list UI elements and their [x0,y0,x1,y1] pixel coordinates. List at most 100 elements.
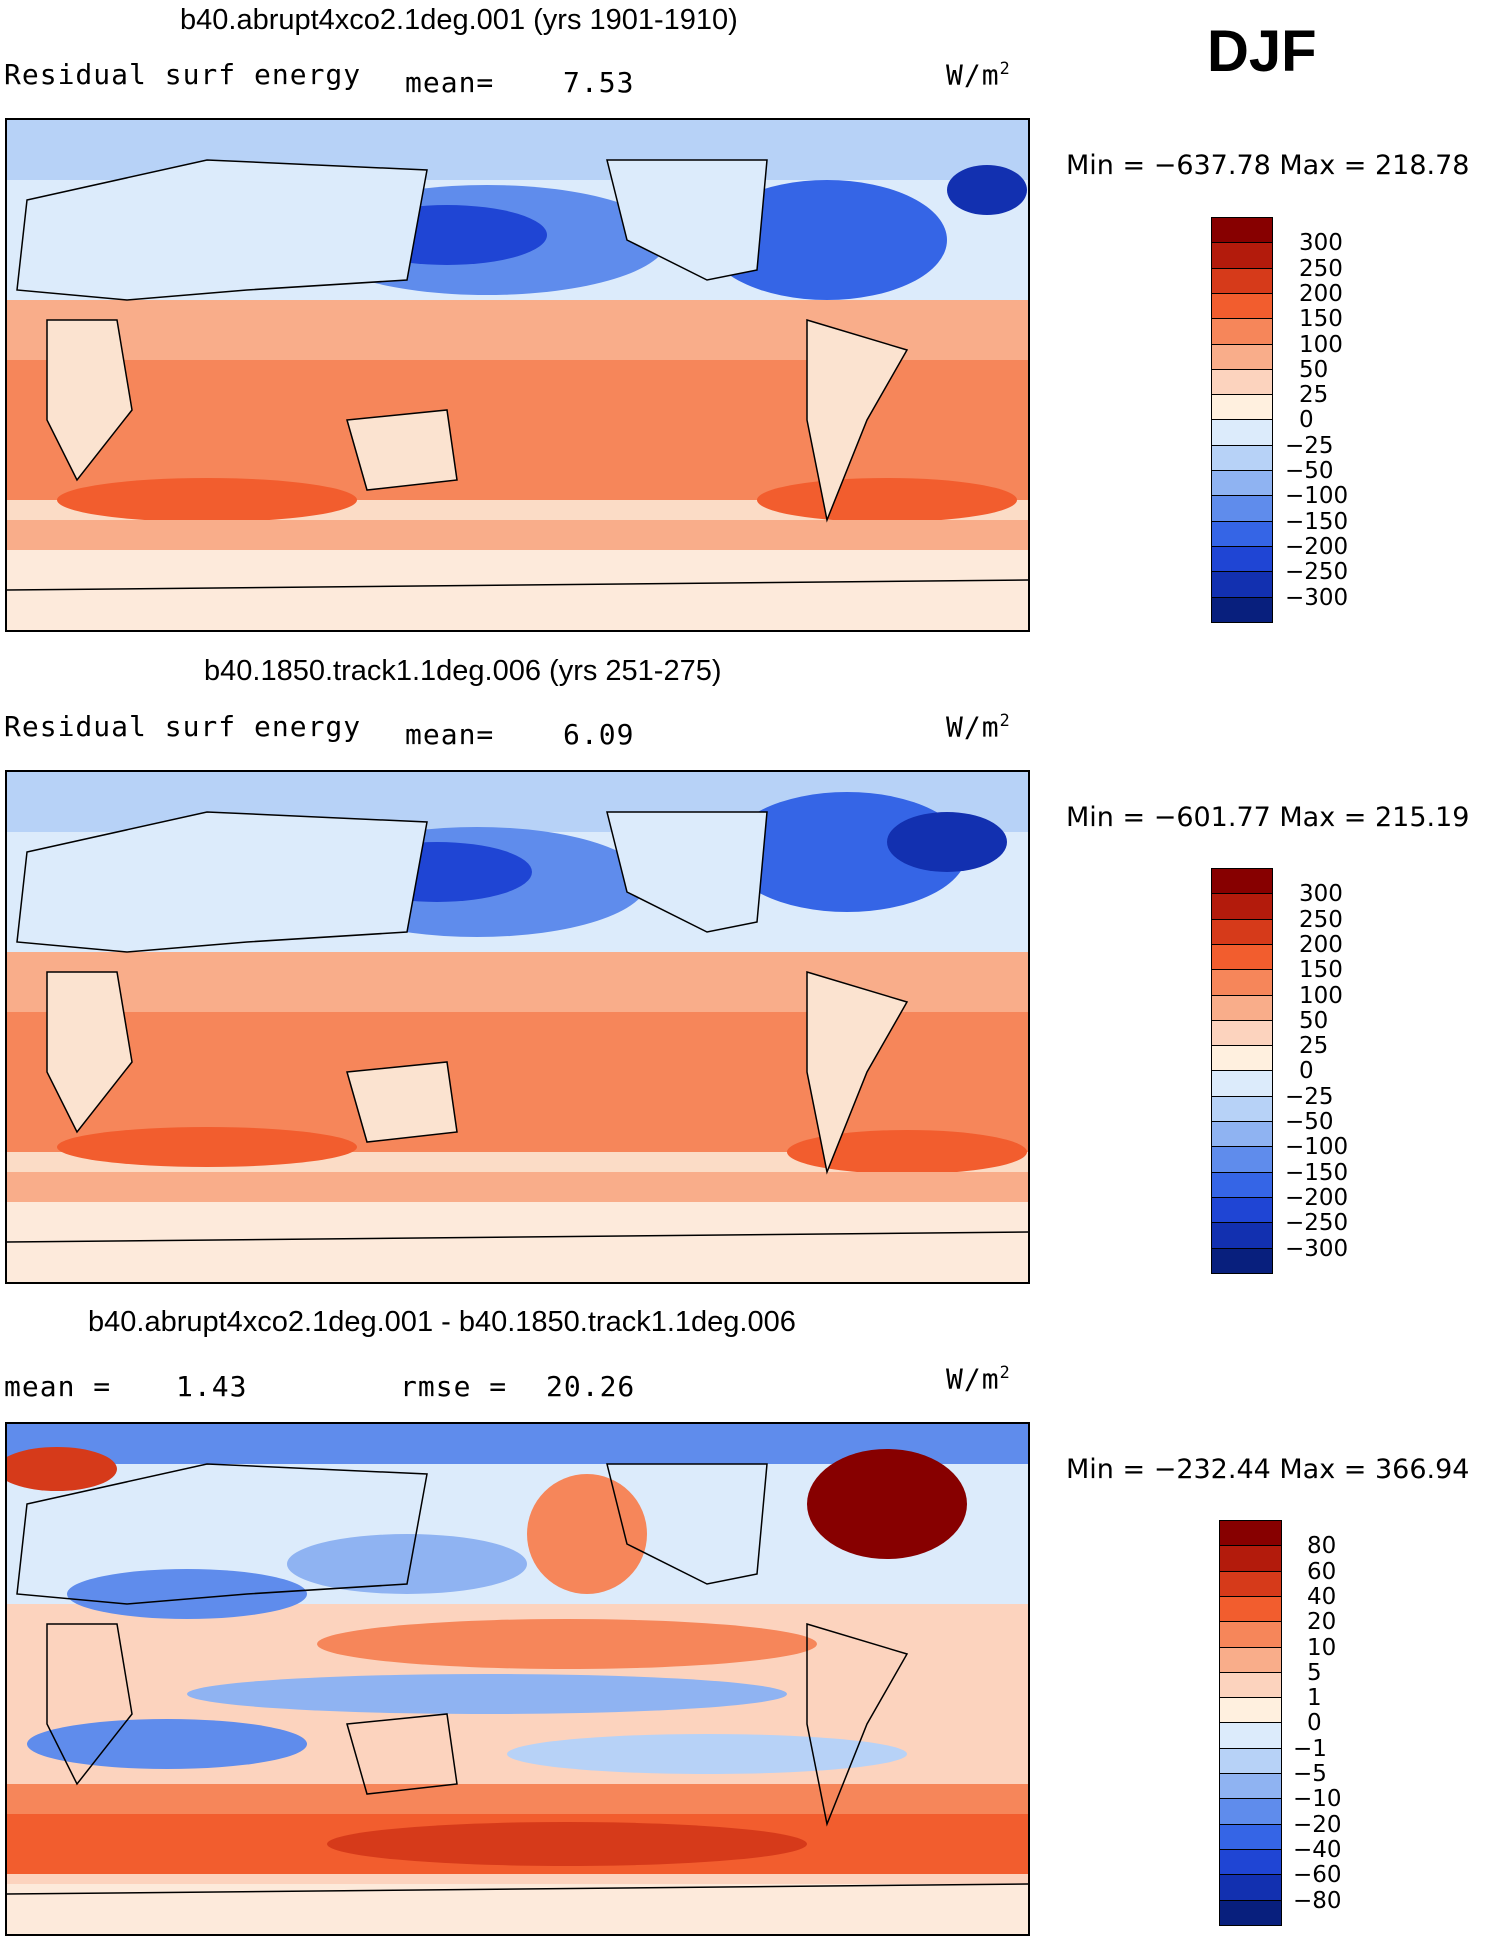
colorbar-tick-label: −1 [1293,1735,1327,1762]
colorbar-tick-label: 25 [1299,1033,1329,1060]
panel-2-mean-label: mean= [405,718,495,751]
panel-1-min-max: Min = −637.78 Max = 218.78 [1066,150,1470,181]
panel-3-title: b40.abrupt4xco2.1deg.001 - b40.1850.trac… [88,1306,796,1338]
colorbar-tick-label: −25 [1285,1083,1334,1110]
colorbar-swatch [1219,1798,1282,1826]
colorbar-swatch [1211,571,1273,598]
colorbar-swatch [1211,419,1273,447]
colorbar-swatch [1211,1121,1273,1148]
colorbar-tick-label: −80 [1293,1887,1342,1914]
season-label: DJF [1207,19,1317,84]
colorbar-swatch [1219,1697,1282,1724]
colorbar-swatch [1219,1899,1282,1927]
colorbar-swatch [1219,1773,1282,1800]
colorbar-tick-label: −150 [1285,1159,1349,1186]
colorbar-swatch [1211,242,1273,270]
panel-3-rmse-label: rmse = [400,1370,508,1403]
colorbar-tick-label: 250 [1299,255,1343,282]
colorbar-swatch [1219,1520,1282,1547]
panel-3-mean-label: mean = [4,1370,112,1403]
panel-1-mean-label: mean= [405,66,495,99]
colorbar-swatch [1211,943,1273,971]
colorbar-tick-label: −60 [1293,1862,1342,1889]
colorbar-swatch [1211,520,1273,548]
colorbar-tick-label: 100 [1299,982,1343,1009]
colorbar-tick-label: −100 [1285,483,1349,510]
panel-2-min-max: Min = −601.77 Max = 215.19 [1066,802,1470,833]
colorbar-swatch [1211,893,1273,921]
colorbar-tick-label: 0 [1299,1058,1314,1085]
colorbar-tick-label: 300 [1299,881,1343,908]
colorbar-swatch [1219,1747,1282,1775]
colorbar-tick-label: −200 [1285,1184,1349,1211]
colorbar-swatch [1211,1070,1273,1098]
colorbar-swatch [1211,1196,1273,1224]
colorbar-swatch [1219,1570,1282,1598]
colorbar-tick-label: −20 [1293,1811,1342,1838]
colorbar-swatch [1219,1595,1282,1623]
colorbar-tick-label: −250 [1285,1210,1349,1237]
colorbar-tick-label: 50 [1299,356,1329,383]
colorbar-swatch [1211,1045,1273,1072]
colorbar-tick-label: −5 [1293,1761,1327,1787]
colorbar-swatch [1211,1019,1273,1047]
panel-3-rmse-value: 20.26 [546,1370,636,1403]
colorbar-swatch [1211,596,1273,624]
colorbar-tick-label: 25 [1299,382,1329,409]
colorbar-tick-label: 80 [1307,1533,1337,1560]
panel-2-variable-label: Residual surf energy [4,710,362,743]
colorbar-tick-label: 150 [1299,306,1343,333]
panel-2-units: W/m2 [946,710,1011,744]
colorbar-tick-label: −50 [1285,458,1334,484]
panel-1-mean-value: 7.53 [563,66,635,99]
panel-1-variable-label: Residual surf energy [4,58,362,91]
colorbar-swatch [1211,368,1273,396]
colorbar-swatch [1219,1848,1282,1876]
colorbar-tick-label: 200 [1299,931,1343,958]
colorbar-tick-label: 250 [1299,906,1343,933]
colorbar-swatch [1211,495,1273,523]
colorbar-tick-label: 0 [1299,407,1314,434]
colorbar-tick-label: 50 [1299,1007,1329,1034]
panel-3-units: W/m2 [946,1362,1011,1396]
colorbar-swatch [1211,470,1273,497]
panel-2-map [5,770,1030,1284]
colorbar-swatch [1211,994,1273,1022]
colorbar-tick-label: −40 [1293,1836,1342,1863]
colorbar-tick-label: −150 [1285,508,1349,535]
colorbar-swatch [1219,1823,1282,1851]
colorbar-tick-label: −25 [1285,432,1334,459]
colorbar-swatch [1211,292,1273,320]
colorbar-tick-label: 5 [1307,1659,1322,1686]
colorbar-swatch [1211,267,1273,295]
colorbar-tick-label: 300 [1299,230,1343,257]
panel-1-title: b40.abrupt4xco2.1deg.001 (yrs 1901-1910) [180,4,738,36]
colorbar-swatch [1211,918,1273,946]
colorbar-swatch [1219,1621,1282,1648]
colorbar-swatch [1219,1722,1282,1750]
panel-1-map [5,118,1030,632]
panel-1-map-field [7,120,1028,630]
panel-3-map [5,1422,1030,1936]
panel-2-map-field [7,772,1028,1282]
colorbar-swatch [1211,394,1273,421]
colorbar-swatch [1211,318,1273,345]
colorbar-swatch [1211,444,1273,472]
colorbar-tick-label: −250 [1285,559,1349,586]
colorbar-swatch [1211,1247,1273,1275]
colorbar-tick-label: 40 [1307,1583,1337,1610]
colorbar-swatch [1211,343,1273,371]
panel-2-title: b40.1850.track1.1deg.006 (yrs 251-275) [204,655,722,687]
colorbar-tick-label: −10 [1293,1786,1342,1813]
colorbar-swatch [1211,969,1273,996]
colorbar-swatch [1211,217,1273,244]
colorbar-swatch [1219,1671,1282,1699]
colorbar-tick-label: −100 [1285,1134,1349,1161]
colorbar-swatch [1211,1171,1273,1199]
colorbar-swatch [1211,1146,1273,1174]
colorbar-tick-label: 10 [1307,1634,1337,1661]
colorbar-swatch [1211,868,1273,895]
colorbar-tick-label: 1 [1307,1685,1322,1712]
colorbar-swatch [1211,1095,1273,1123]
panel-2-mean-value: 6.09 [563,718,635,751]
